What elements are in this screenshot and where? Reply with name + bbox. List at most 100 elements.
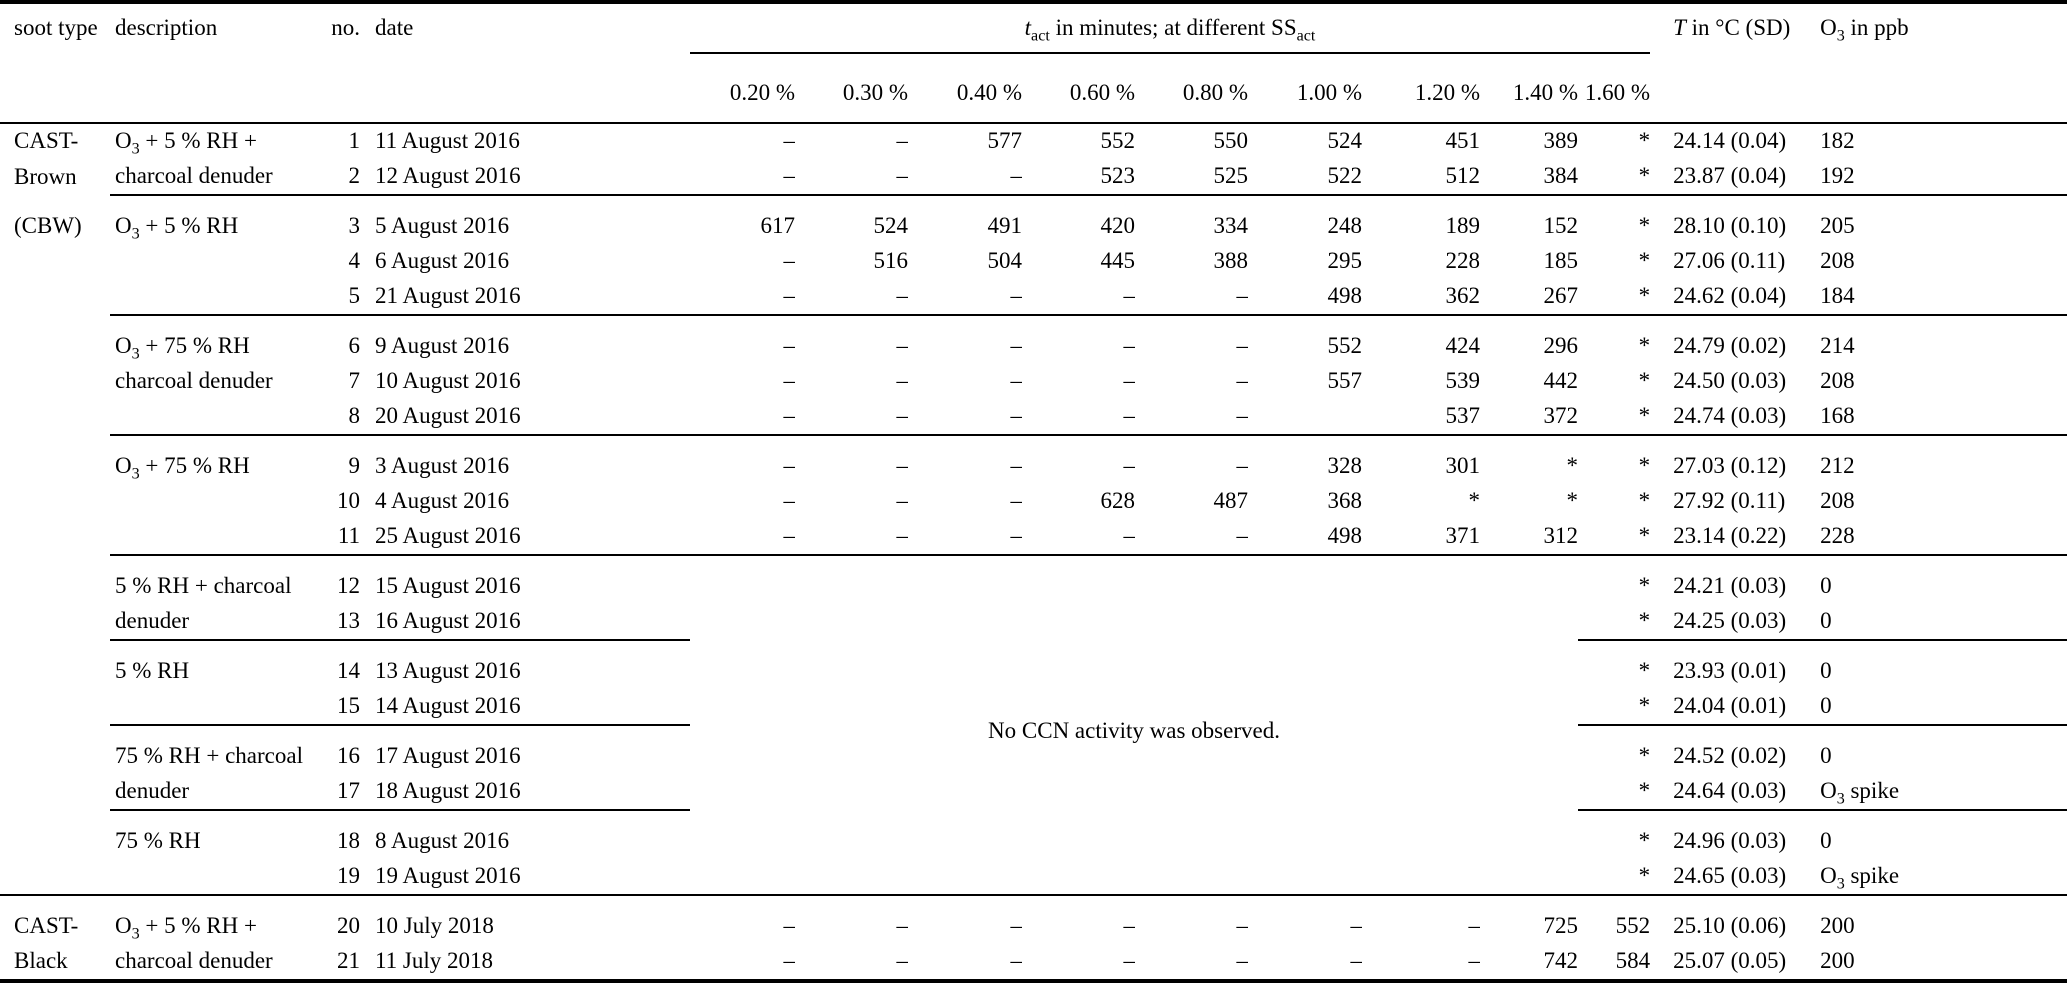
date-cell: 15 August 2016 [360, 554, 690, 604]
tact-value-cell: 552 [1100, 128, 1136, 153]
o3-cell: 0 [1810, 639, 2067, 689]
tact-value-cell: – [1236, 283, 1249, 308]
o3-cell: 0 [1810, 724, 2067, 774]
tact-value-cell: 524 [795, 194, 908, 244]
o3-cell: 214 [1810, 314, 2067, 364]
description-cell: denuder [115, 778, 190, 803]
tact-value-cell: 525 [1213, 163, 1249, 188]
tact-value-cell: – [1123, 403, 1136, 428]
tact-value-cell: – [783, 248, 796, 273]
table-row: O3 + 75 % RH 9 3 August 2016– – – – –328 301 * * 2… [0, 434, 2067, 484]
o3-cell: 184 [1820, 283, 1855, 308]
tact-value-cell: – [1123, 948, 1136, 973]
tact-value-cell: – [690, 314, 795, 364]
tact-value-cell: * [1468, 488, 1481, 513]
tact-value-cell: 523 [1100, 163, 1136, 188]
row-number-cell: 21 [337, 948, 360, 973]
o3-cell: 0 [1810, 554, 2067, 604]
table-row: Black charcoal denuder 21 11 July 2018 – – – – –… [0, 944, 2067, 981]
date-cell: 14 August 2016 [375, 693, 521, 718]
tact-value-cell: 445 [1100, 248, 1136, 273]
temperature-cell: 24.64 (0.03) [1673, 778, 1787, 803]
temperature-cell: 27.92 (0.11) [1673, 488, 1786, 513]
description-cell [110, 484, 310, 519]
tact-160-cell: * [1638, 693, 1651, 718]
temperature-cell: 28.10 (0.10) [1650, 194, 1811, 244]
temperature-cell: 24.62 (0.04) [1673, 283, 1787, 308]
date-cell: 20 August 2016 [375, 403, 521, 428]
tact-value-cell: – [1022, 314, 1135, 364]
tact-value-cell: – [690, 894, 795, 944]
tact-value-cell: 301 [1362, 434, 1480, 484]
description-cell [110, 399, 310, 435]
header-empty-left [0, 53, 690, 124]
soot-type-cell: CAST- [14, 128, 79, 153]
tact-value-cell: – [908, 894, 1022, 944]
tact-value-cell: – [1468, 948, 1481, 973]
tact-value-cell: 577 [987, 128, 1023, 153]
soot-type-cell [0, 279, 110, 315]
tact-value-cell: – [795, 314, 908, 364]
tact-subscript: act [1031, 27, 1050, 45]
table-row: denuder 17 18 August 2016 * 24.64 (0.03) O3 s… [0, 774, 2067, 810]
tact-value-cell: – [1236, 403, 1249, 428]
tact-value-cell: – [908, 314, 1022, 364]
tact-value-cell: 372 [1543, 403, 1579, 428]
tact-value-cell: – [896, 128, 909, 153]
table-row: 19 19 August 2016 * 24.65 (0.03) O3 spike [0, 859, 2067, 895]
tact-value-cell: 537 [1445, 403, 1481, 428]
o3-cell: 192 [1820, 163, 1855, 188]
temperature-cell: 23.93 (0.01) [1650, 639, 1811, 689]
tact-value-cell: – [1123, 283, 1136, 308]
tact-value-cell: 451 [1445, 128, 1481, 153]
tact-value-cell [1248, 399, 1362, 435]
soot-type-cell [0, 364, 110, 399]
description-cell: O3 + 5 % RH [110, 194, 310, 244]
header-row-main: soot type description no. date tact in m… [0, 2, 2067, 54]
tact-value-cell: – [908, 434, 1022, 484]
description-cell [110, 244, 310, 279]
o3-cell: 0 [1810, 809, 2067, 859]
header-ss-030: 0.30 % [795, 53, 908, 124]
table-row: 75 % RH + charcoal 16 17 August 2016 * 24.52… [0, 724, 2067, 774]
no-ccn-note-cell: No CCN activity was observed. [690, 554, 1578, 895]
table-row: O3 + 75 % RH 6 9 August 2016– – – – –552 424 296… [0, 314, 2067, 364]
tact-value-cell: 522 [1327, 163, 1363, 188]
row-number-cell: 20 [310, 894, 360, 944]
temperature-cell: 24.79 (0.02) [1650, 314, 1811, 364]
description-cell: O3 + 5 % RH + [110, 894, 310, 944]
temperature-text: in °C (SD) [1685, 15, 1791, 40]
soot-type-cell [0, 725, 110, 774]
header-temperature: T in °C (SD) [1650, 2, 1810, 53]
row-number-cell: 9 [310, 434, 360, 484]
tact-value-cell: * [1638, 248, 1651, 273]
description-cell: charcoal denuder [115, 368, 273, 393]
description-cell: O3 + 5 % RH + [115, 128, 257, 158]
header-ss-060: 0.60 % [1022, 53, 1135, 124]
tact-value-cell: 557 [1327, 368, 1363, 393]
date-cell: 11 July 2018 [375, 948, 493, 973]
header-soot-type: soot type [14, 15, 98, 40]
tact-value-cell: – [896, 523, 909, 548]
header-ss-040: 0.40 % [908, 53, 1022, 124]
tact-value-cell: – [896, 163, 909, 188]
tact-value-cell: 152 [1480, 194, 1578, 244]
soot-type-cell [0, 555, 110, 604]
tact-value-cell: 539 [1445, 368, 1481, 393]
tact-value-cell: – [783, 163, 796, 188]
tact-value-cell: – [1236, 368, 1249, 393]
temperature-cell: 24.14 (0.04) [1673, 128, 1787, 153]
tact-value-cell: 296 [1480, 314, 1578, 364]
row-number-cell: 8 [348, 403, 361, 428]
tact-value-cell: 524 [1327, 128, 1363, 153]
date-cell: 17 August 2016 [360, 724, 690, 774]
soot-type-cell [0, 519, 110, 555]
o3-cell: 208 [1820, 248, 1855, 273]
table-row: denuder 13 16 August 2016 * 24.25 (0.03) 0 [0, 604, 2067, 640]
temperature-cell: 25.07 (0.05) [1673, 948, 1787, 973]
header-date: date [375, 15, 414, 40]
tact-value-cell: – [1010, 368, 1023, 393]
tact-value-cell: – [1248, 894, 1362, 944]
